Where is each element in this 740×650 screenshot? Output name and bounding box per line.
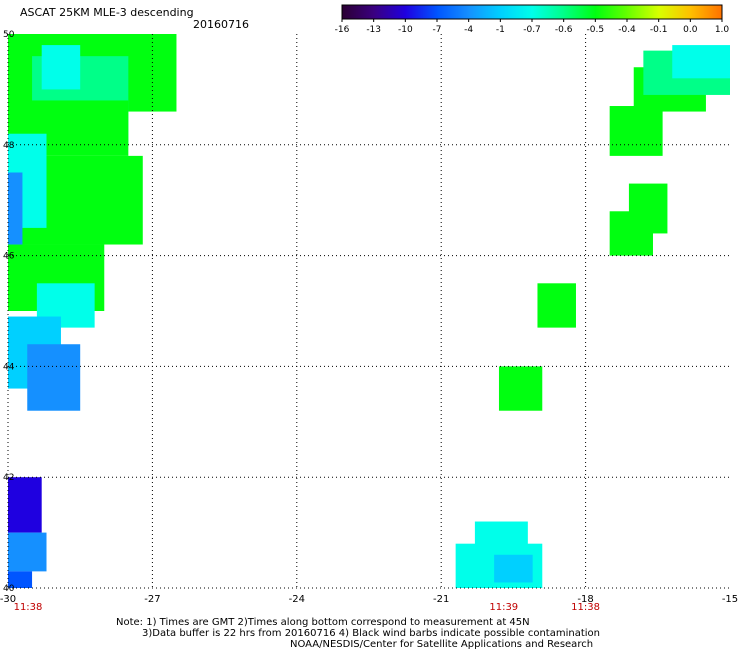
colorbar-segment [532, 5, 565, 19]
colorbar-label: -10 [398, 25, 413, 35]
data-cell [609, 106, 663, 156]
colorbar-label: -4 [464, 25, 473, 35]
x-tick-label: -18 [577, 594, 593, 605]
colorbar-segment [468, 5, 501, 19]
colorbar-segment [658, 5, 691, 19]
colorbar-segment [690, 5, 723, 19]
colorbar-label: -7 [433, 25, 442, 35]
colorbar-segment [500, 5, 533, 19]
y-tick-label: 46 [3, 252, 15, 262]
data-cell [672, 45, 730, 79]
colorbar-label: -0.4 [618, 25, 636, 35]
grid-lines [7, 34, 730, 589]
data-cell [494, 554, 533, 583]
colorbar-segment [342, 5, 375, 19]
x-tick-label: -27 [144, 594, 160, 605]
x-tick-label: -30 [0, 594, 16, 605]
colorbar-label: 1.0 [715, 25, 730, 35]
note-line-1: Note: 1) Times are GMT 2)Times along bot… [116, 617, 530, 628]
colorbar-segment [595, 5, 628, 19]
data-cell [8, 172, 23, 245]
x-tick-label: -24 [289, 594, 305, 605]
x-tick-label: -15 [722, 594, 738, 605]
colorbar-label: -0.1 [650, 25, 668, 35]
time-label: 11:39 [489, 602, 518, 613]
data-cell [498, 366, 543, 411]
data-cell [628, 183, 668, 234]
y-tick-label: 42 [3, 473, 14, 483]
colorbar-segment [437, 5, 470, 19]
colorbar-label: -1 [496, 25, 505, 35]
colorbar-label: -13 [366, 25, 381, 35]
data-cell [537, 283, 576, 328]
x-tick-label: -21 [433, 594, 449, 605]
data-patches [8, 34, 730, 588]
colorbar-label: -0.6 [555, 25, 573, 35]
y-tick-label: 50 [3, 30, 15, 40]
colorbar-label: 0.0 [683, 25, 698, 35]
y-tick-label: 40 [3, 584, 15, 594]
colorbar: -16 -13 -10 -7 -4 -1 -0.7 -0.6 -0.5 -0.4 -0.1 0.0 1.… [335, 4, 730, 35]
axes: -30 -27 -24 -21 -18 -15 40 42 44 46 48 50 11:38 11:39… [0, 30, 738, 613]
chart-date: 20160716 [193, 18, 249, 31]
note-line-2: 3)Data buffer is 22 hrs from 20160716 4)… [142, 628, 600, 639]
colorbar-label: -0.5 [587, 25, 605, 35]
colorbar-segment [373, 5, 406, 19]
data-cell [8, 571, 33, 588]
note-line-3: NOAA/NESDIS/Center for Satellite Applica… [290, 639, 594, 650]
colorbar-segment [563, 5, 596, 19]
colorbar-label: -0.7 [523, 25, 541, 35]
time-label: 11:38 [14, 602, 43, 613]
data-cell [8, 532, 47, 572]
colorbar-label: -16 [335, 25, 350, 35]
chart-title: ASCAT 25KM MLE-3 descending [20, 6, 194, 19]
data-cell [41, 45, 81, 90]
colorbar-segment [627, 5, 660, 19]
y-tick-label: 48 [3, 141, 15, 151]
data-cell [8, 477, 42, 533]
time-label: 11:38 [571, 602, 600, 613]
data-cell [27, 344, 81, 411]
y-tick-label: 44 [3, 362, 15, 372]
colorbar-segment [405, 5, 438, 19]
